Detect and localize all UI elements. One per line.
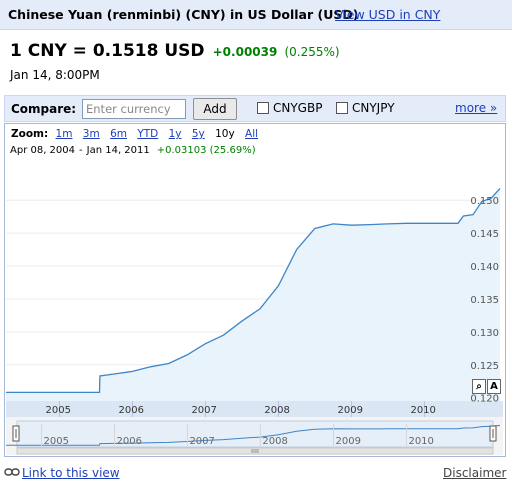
rate-summary: 1 CNY = 0.1518 USD +0.00039 (0.255%)	[10, 41, 340, 61]
header-bar: Chinese Yuan (renminbi) (CNY) in US Doll…	[0, 0, 512, 30]
compare-label: Compare:	[11, 102, 77, 116]
currency-input[interactable]	[82, 99, 186, 119]
zoom-10y[interactable]: 10y	[215, 128, 235, 140]
range-end: Jan 14, 2011	[86, 145, 150, 156]
zoom-ytd[interactable]: YTD	[137, 128, 159, 140]
page-title: Chinese Yuan (renminbi) (CNY) in US Doll…	[8, 7, 359, 22]
cnyjpy-checkbox[interactable]	[336, 102, 348, 114]
x-tick-label: 2008	[264, 405, 289, 416]
y-tick-label: 0.130	[470, 328, 499, 339]
rate-timestamp: Jan 14, 8:00PM	[10, 68, 100, 82]
rate-change-percent: (0.255%)	[284, 45, 340, 59]
zoom-3m[interactable]: 3m	[82, 128, 100, 140]
zoom-5y[interactable]: 5y	[191, 128, 205, 140]
y-tick-label: 0.140	[470, 262, 499, 273]
range-change: +0.03103 (25.69%)	[156, 145, 256, 156]
exchange-rate: 1 CNY = 0.1518 USD	[10, 41, 205, 61]
price-area	[6, 188, 500, 401]
y-tick-label: 0.150	[470, 196, 499, 207]
y-tick-label: 0.145	[470, 229, 499, 240]
y-tick-label: 0.120	[470, 394, 499, 405]
chart-tools: ⌕ A	[472, 374, 502, 394]
overview-selection[interactable]	[16, 420, 494, 448]
zoom-tool-icon[interactable]: ⌕	[472, 379, 486, 394]
add-button[interactable]: Add	[193, 98, 237, 120]
cnygbp-label: CNYGBP	[273, 101, 323, 115]
x-tick-label: 2006	[118, 405, 143, 416]
overview-tick-label: 2010	[408, 436, 433, 447]
overview-tick-label: 2008	[262, 436, 287, 447]
zoom-box-icon[interactable]: A	[487, 379, 501, 394]
scrollbar-thumb[interactable]	[251, 449, 259, 453]
y-tick-label: 0.125	[470, 361, 499, 372]
x-tick-label: 2005	[46, 405, 71, 416]
price-line	[6, 187, 501, 394]
cnyjpy-label: CNYJPY	[352, 101, 395, 115]
zoom-6m[interactable]: 6m	[110, 128, 127, 140]
link-icon	[4, 468, 20, 476]
zoom-label: Zoom:	[11, 128, 49, 140]
compare-bar: Compare: Add CNYGBP CNYJPY more »	[4, 95, 506, 122]
zoom-all[interactable]: All	[245, 128, 259, 140]
date-range: Apr 08, 2004- Jan 14, 2011 +0.03103 (25.69…	[10, 145, 256, 156]
cnygbp-checkbox[interactable]	[257, 102, 269, 114]
x-tick-label: 2010	[410, 405, 435, 416]
zoom-controls: Zoom: 1m 3m 6m YTD 1y 5y 10y All	[11, 128, 265, 140]
chart-panel: Zoom: 1m 3m 6m YTD 1y 5y 10y All Apr 08,…	[4, 123, 506, 457]
overview-tick-label: 2009	[336, 436, 361, 447]
range-separator: -	[79, 145, 83, 156]
x-tick-label: 2007	[191, 405, 216, 416]
range-start: Apr 08, 2004	[10, 145, 76, 156]
price-chart[interactable]: 2005 2006 2007 2008 2009 2010 0.120 0.125 0.130…	[5, 124, 505, 456]
x-axis-band	[6, 401, 503, 417]
overview-tick-label: 2006	[116, 436, 141, 447]
x-tick-label: 2009	[338, 405, 363, 416]
link-to-view[interactable]: Link to this view	[22, 466, 120, 480]
overview-tick-label: 2005	[44, 436, 69, 447]
overview-tick-label: 2007	[189, 436, 214, 447]
y-tick-label: 0.135	[470, 295, 499, 306]
zoom-1m[interactable]: 1m	[55, 128, 73, 140]
zoom-1y[interactable]: 1y	[168, 128, 182, 140]
disclaimer-link[interactable]: Disclaimer	[443, 466, 507, 480]
rate-change: +0.00039	[212, 45, 278, 59]
view-inverse-link[interactable]: View USD in CNY	[335, 7, 441, 22]
overview-line	[6, 424, 501, 446]
more-link[interactable]: more »	[455, 101, 498, 115]
